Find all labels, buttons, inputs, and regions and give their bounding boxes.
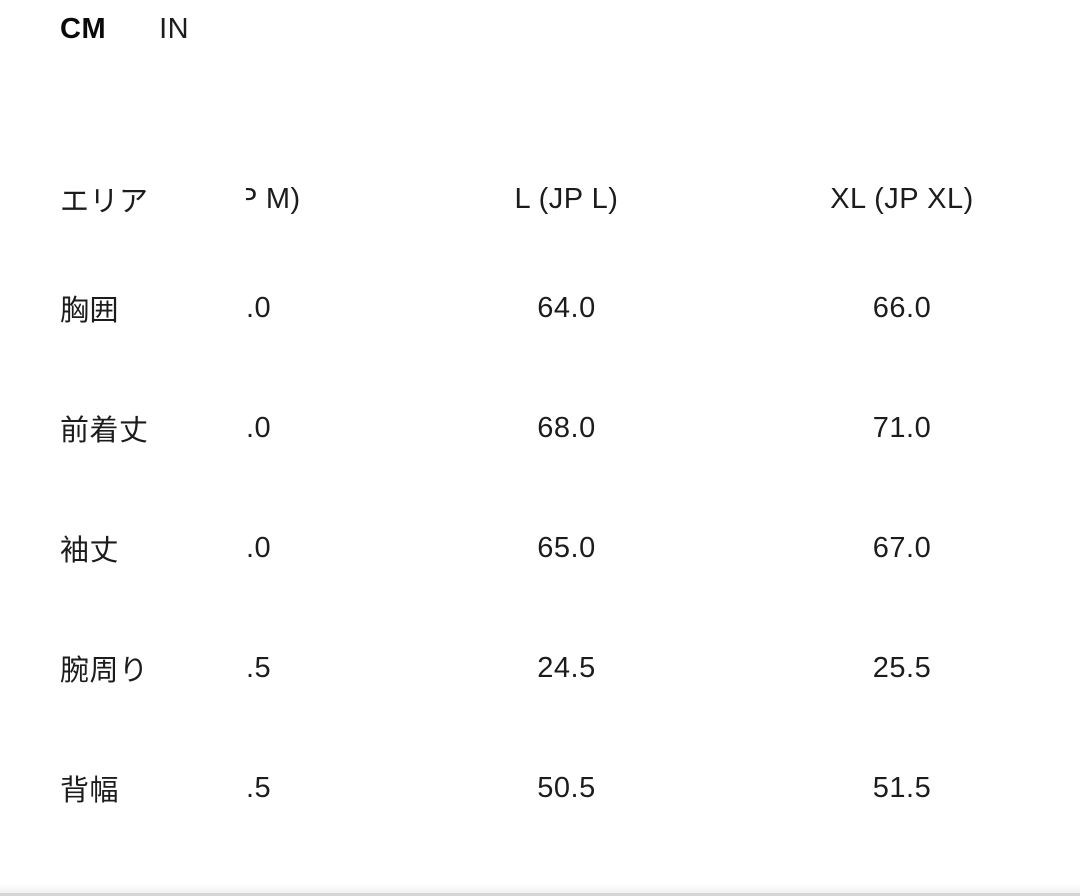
column-header-size-l: L (JP L) xyxy=(514,182,619,215)
value-front-length-m: .0 xyxy=(246,411,272,444)
value-front-length-xl: 71.0 xyxy=(872,411,932,444)
value-chest-m: .0 xyxy=(246,291,272,324)
unit-in-button[interactable]: IN xyxy=(159,13,190,45)
unit-cm-button[interactable]: CM xyxy=(60,13,107,45)
size-chart-scroll-region[interactable]: エリア P M) L (JP L) XL (JP XL) 胸囲 .0 64.0 … xyxy=(0,150,1080,848)
unit-toggle: CM IN xyxy=(0,0,1080,48)
value-sleeve-length-xl: 67.0 xyxy=(872,531,932,564)
value-arm-circumference-xl: 25.5 xyxy=(872,651,932,684)
size-chart-table: エリア P M) L (JP L) XL (JP XL) 胸囲 .0 64.0 … xyxy=(0,150,1080,848)
row-label-back-width: 背幅 xyxy=(60,775,120,807)
value-back-width-m: .5 xyxy=(246,771,272,804)
row-label-chest: 胸囲 xyxy=(60,295,120,327)
value-arm-circumference-l: 24.5 xyxy=(537,651,596,684)
column-header-size-xl: XL (JP XL) xyxy=(830,182,974,215)
value-front-length-l: 68.0 xyxy=(537,411,596,444)
value-back-width-l: 50.5 xyxy=(537,771,596,804)
row-label-front-length: 前着丈 xyxy=(60,415,149,447)
value-sleeve-length-m: .0 xyxy=(246,531,272,564)
value-back-width-xl: 51.5 xyxy=(872,771,932,804)
value-arm-circumference-m: .5 xyxy=(246,651,272,684)
column-header-size-m-clipped: P M) xyxy=(246,182,301,215)
value-sleeve-length-l: 65.0 xyxy=(537,531,596,564)
column-header-area: エリア xyxy=(60,186,149,218)
row-label-sleeve-length: 袖丈 xyxy=(60,535,120,567)
value-chest-l: 64.0 xyxy=(537,291,596,324)
horizontal-scrollbar-track[interactable] xyxy=(0,884,1080,896)
row-label-arm-circumference: 腕周り xyxy=(60,655,149,687)
value-chest-xl: 66.0 xyxy=(872,291,932,324)
